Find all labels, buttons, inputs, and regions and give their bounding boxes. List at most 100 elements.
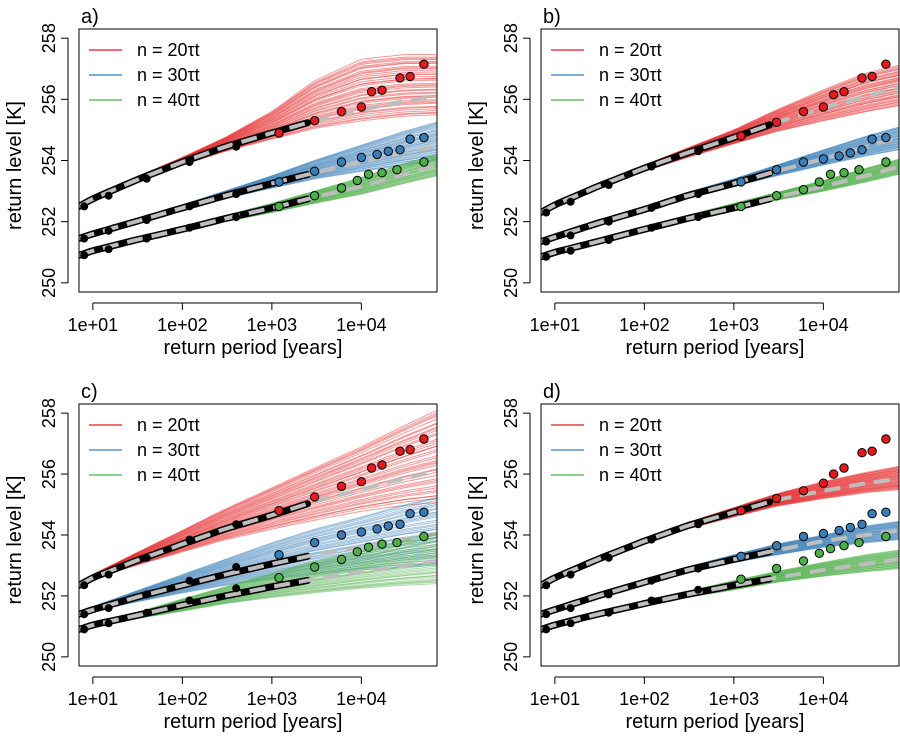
empirical-point [736, 505, 746, 516]
empirical-point [232, 213, 241, 222]
empirical-point [854, 165, 864, 175]
sample-points-band [541, 498, 773, 589]
panel-c: 1e+01 1e+02 1e+03 1e+04 250 252 254 256 258 retur… [4, 381, 438, 733]
panel-b: 1e+01 1e+02 1e+03 1e+04 250 252 254 256 258 retur… [466, 6, 900, 359]
ensemble-curve [79, 499, 437, 614]
empirical-point [336, 106, 347, 117]
ensemble-curve [541, 148, 899, 244]
empirical-point [542, 237, 551, 246]
y-tick-label: 250 [39, 642, 59, 672]
empirical-point [854, 537, 864, 548]
empirical-point [798, 184, 809, 195]
y-tick-label: 250 [39, 268, 59, 298]
y-tick-label: 256 [39, 459, 59, 489]
empirical-point [771, 117, 782, 128]
empirical-point [392, 537, 402, 548]
empirical-point [542, 252, 551, 261]
legend-label: n = 40τt [599, 465, 662, 485]
ensemble-curve [541, 147, 899, 244]
y-tick-label: 252 [39, 581, 59, 611]
x-tick-label: 1e+01 [68, 689, 119, 709]
ensemble-curve [79, 495, 437, 588]
panel-label: b) [543, 6, 561, 28]
legend-label: n = 30τt [137, 440, 200, 460]
empirical-point [542, 581, 551, 590]
empirical-point [566, 570, 575, 579]
ensemble-curve [79, 503, 437, 614]
fit-dashed-line [541, 85, 899, 215]
x-tick-label: 1e+04 [336, 689, 387, 709]
x-tick-label: 1e+04 [336, 315, 387, 335]
series-3 [79, 154, 437, 260]
ensemble-curve [79, 432, 437, 585]
empirical-point [80, 251, 89, 260]
empirical-point [366, 87, 377, 97]
legend-label: n = 40τt [599, 90, 662, 110]
empirical-point [881, 157, 891, 167]
y-axis-title: return level [K] [466, 476, 488, 605]
empirical-point [363, 542, 374, 552]
ensemble-curve [79, 502, 437, 588]
ensemble-curve [79, 410, 437, 585]
empirical-point [185, 576, 194, 585]
empirical-point [309, 116, 320, 126]
empirical-point [356, 102, 367, 112]
empirical-point [80, 202, 89, 211]
plot-frame [540, 403, 900, 667]
y-tick-label: 256 [501, 84, 521, 114]
x-tick-label: 1e+03 [709, 689, 760, 709]
ensemble-curve [79, 423, 437, 585]
empirical-point [142, 234, 151, 243]
empirical-point [694, 147, 703, 156]
legend: n = 20τt n = 30τt n = 40τt [89, 415, 200, 485]
empirical-point [366, 463, 377, 473]
empirical-point [647, 203, 656, 212]
y-tick-label: 252 [501, 581, 521, 611]
legend-label: n = 40τt [137, 90, 200, 110]
empirical-point [694, 585, 703, 594]
empirical-point [771, 165, 782, 175]
empirical-point [857, 145, 867, 155]
y-tick-label: 250 [501, 642, 521, 672]
empirical-point [405, 445, 415, 455]
x-tick-label: 1e+01 [530, 315, 581, 335]
empirical-point [834, 151, 844, 161]
empirical-point [274, 505, 284, 516]
empirical-point [372, 524, 382, 534]
empirical-point [274, 550, 284, 560]
empirical-point [834, 525, 844, 536]
ensemble-curve [79, 497, 437, 614]
panel-label: a) [81, 6, 99, 28]
y-tick-label: 252 [501, 207, 521, 237]
fit-dashed-line [541, 164, 899, 259]
fit-dashed-line [79, 469, 437, 588]
legend: n = 20τt n = 30τt n = 40τt [89, 40, 200, 110]
ensemble-curve [79, 418, 437, 585]
empirical-point [352, 547, 362, 557]
empirical-point [736, 177, 746, 187]
empirical-point [694, 520, 703, 529]
y-axis-title: return level [K] [4, 476, 26, 605]
ensemble-curve [541, 538, 899, 617]
plot-area [79, 54, 437, 260]
plot-area [541, 59, 899, 261]
ensemble-curve [79, 434, 437, 586]
fit-dashed-line [79, 531, 437, 617]
empirical-point [232, 190, 241, 199]
empirical-point [185, 535, 194, 544]
empirical-point [771, 191, 782, 201]
empirical-point [80, 581, 89, 590]
empirical-point [798, 106, 809, 117]
empirical-point [405, 134, 415, 144]
y-tick-label: 254 [501, 145, 521, 175]
empirical-point [867, 509, 877, 519]
empirical-point [881, 531, 891, 542]
x-tick-label: 1e+04 [798, 689, 849, 709]
empirical-point [857, 73, 867, 83]
ensemble-curve [79, 495, 437, 588]
y-tick-label: 258 [39, 23, 59, 53]
empirical-point [274, 573, 284, 583]
series-2 [79, 497, 437, 619]
panel-a: 1e+01 1e+02 1e+03 1e+04 250 252 254 256 258 retur… [4, 6, 438, 359]
x-tick-label: 1e+02 [619, 315, 670, 335]
